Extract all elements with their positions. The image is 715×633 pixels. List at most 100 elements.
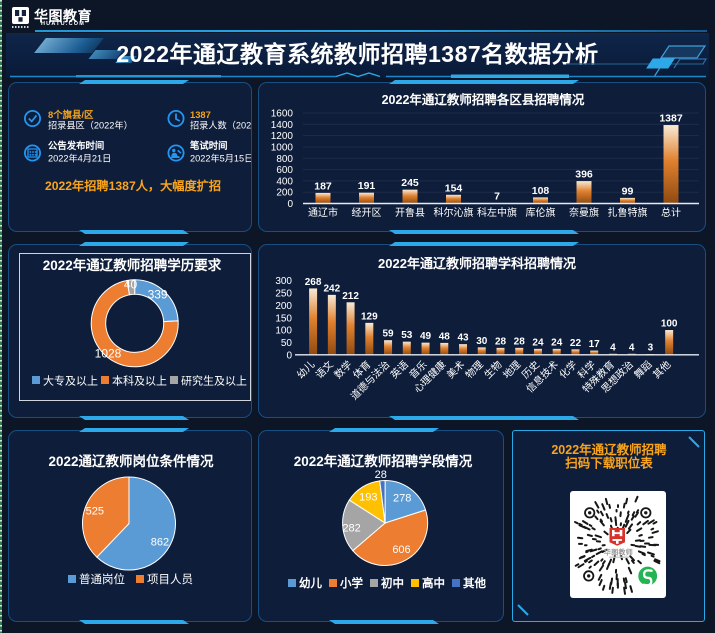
svg-text:100: 100: [661, 319, 678, 330]
svg-text:22: 22: [570, 338, 582, 349]
svg-text:招录县区（2022年）: 招录县区（2022年）: [48, 120, 133, 131]
svg-text:49: 49: [420, 331, 432, 342]
svg-text:数学: 数学: [331, 358, 354, 381]
svg-text:43: 43: [457, 333, 469, 344]
svg-text:17: 17: [589, 339, 601, 350]
svg-text:7: 7: [494, 191, 500, 203]
svg-text:1028: 1028: [95, 347, 122, 361]
svg-text:2022年4月21日: 2022年4月21日: [48, 153, 111, 164]
svg-text:278: 278: [393, 493, 411, 505]
svg-text:300: 300: [275, 276, 292, 287]
svg-text:美术: 美术: [444, 358, 467, 381]
svg-text:2022年通辽教师招聘: 2022年通辽教师招聘: [551, 442, 667, 457]
svg-text:2022年5月15日: 2022年5月15日: [190, 153, 251, 164]
svg-text:400: 400: [276, 176, 293, 187]
svg-text:3: 3: [648, 343, 654, 354]
svg-text:606: 606: [392, 544, 410, 556]
svg-text:2022年通辽教师招聘学科招聘情况: 2022年通辽教师招聘学科招聘情况: [378, 256, 576, 271]
svg-text:525: 525: [86, 506, 104, 518]
svg-text:2022年通辽教师招聘学段情况: 2022年通辽教师招聘学段情况: [294, 453, 473, 469]
svg-text:1387: 1387: [659, 113, 683, 125]
svg-text:1200: 1200: [271, 131, 294, 142]
svg-text:862: 862: [151, 537, 169, 549]
svg-text:化学: 化学: [556, 358, 579, 381]
svg-text:24: 24: [551, 337, 563, 348]
svg-text:48: 48: [439, 331, 451, 342]
svg-text:科左中旗: 科左中旗: [477, 206, 517, 219]
svg-text:本科及以上: 本科及以上: [112, 374, 167, 388]
svg-text:科尔沁旗: 科尔沁旗: [434, 206, 474, 219]
svg-text:53: 53: [401, 330, 413, 341]
svg-text:通辽市: 通辽市: [308, 206, 338, 219]
svg-text:200: 200: [275, 301, 292, 312]
svg-text:282: 282: [342, 523, 360, 535]
svg-text:物理: 物理: [463, 358, 486, 381]
svg-text:1400: 1400: [271, 120, 294, 131]
svg-text:语文: 语文: [313, 358, 336, 381]
svg-text:高中: 高中: [422, 576, 445, 590]
svg-text:0: 0: [287, 199, 293, 210]
svg-text:英语: 英语: [388, 358, 411, 381]
svg-text:扫码下载职位表: 扫码下载职位表: [565, 456, 653, 471]
svg-text:奈曼旗: 奈曼旗: [569, 206, 599, 219]
svg-text:4: 4: [629, 342, 635, 353]
svg-text:245: 245: [401, 177, 419, 189]
svg-text:开鲁县: 开鲁县: [395, 206, 425, 219]
svg-text:191: 191: [358, 180, 376, 192]
svg-text:笔试时间: 笔试时间: [190, 140, 228, 151]
svg-text:大专及以上: 大专及以上: [43, 374, 98, 388]
svg-text:193: 193: [359, 492, 377, 504]
svg-text:经开区: 经开区: [352, 206, 382, 219]
svg-text:212: 212: [342, 291, 359, 302]
svg-text:28: 28: [514, 336, 526, 347]
svg-text:其他: 其他: [463, 576, 486, 590]
svg-text:0: 0: [286, 350, 292, 361]
svg-text:800: 800: [276, 154, 293, 165]
svg-text:扎鲁特旗: 扎鲁特旗: [608, 206, 648, 219]
svg-text:150: 150: [275, 313, 292, 324]
svg-text:99: 99: [622, 185, 634, 197]
svg-text:28: 28: [375, 469, 387, 481]
svg-text:24: 24: [532, 337, 544, 348]
svg-text:154: 154: [445, 182, 463, 194]
svg-text:1000: 1000: [271, 142, 294, 153]
svg-text:4: 4: [610, 342, 616, 353]
svg-text:初中: 初中: [381, 576, 404, 590]
svg-text:项目人员: 项目人员: [147, 573, 193, 586]
svg-text:187: 187: [314, 180, 332, 192]
svg-text:8个旗县/区: 8个旗县/区: [48, 109, 94, 120]
svg-text:地理: 地理: [500, 358, 523, 381]
svg-text:华图教师: 华图教师: [604, 548, 633, 557]
svg-text:129: 129: [361, 311, 378, 322]
svg-text:研究生及以上: 研究生及以上: [181, 374, 247, 388]
svg-text:268: 268: [305, 277, 322, 288]
svg-text:108: 108: [532, 185, 550, 197]
svg-text:600: 600: [276, 165, 293, 176]
svg-text:库伦旗: 库伦旗: [526, 206, 556, 219]
svg-text:242: 242: [323, 283, 340, 294]
svg-text:40: 40: [124, 278, 138, 292]
svg-text:1600: 1600: [271, 109, 294, 120]
svg-text:幼儿: 幼儿: [294, 358, 317, 381]
svg-text:50: 50: [281, 338, 293, 349]
svg-text:59: 59: [382, 329, 394, 340]
svg-text:2022年通辽教师招聘学历要求: 2022年通辽教师招聘学历要求: [43, 257, 222, 273]
svg-text:公告发布时间: 公告发布时间: [48, 140, 104, 151]
svg-text:2022年通辽教师招聘各区县招聘情况: 2022年通辽教师招聘各区县招聘情况: [382, 92, 585, 107]
svg-text:2022年招聘1387人，大幅度扩招: 2022年招聘1387人，大幅度扩招: [45, 178, 221, 193]
svg-text:幼儿: 幼儿: [299, 576, 322, 590]
svg-text:普通岗位: 普通岗位: [79, 572, 125, 586]
svg-text:200: 200: [276, 188, 293, 199]
svg-text:总计: 总计: [661, 206, 681, 219]
svg-text:舞蹈: 舞蹈: [632, 359, 655, 382]
svg-text:250: 250: [275, 288, 292, 299]
svg-text:小学: 小学: [339, 576, 363, 590]
svg-text:生物: 生物: [481, 358, 504, 381]
svg-text:396: 396: [575, 169, 593, 181]
svg-text:100: 100: [275, 326, 292, 337]
svg-text:30: 30: [476, 336, 488, 347]
svg-text:2022通辽教师岗位条件情况: 2022通辽教师岗位条件情况: [48, 453, 214, 469]
svg-text:招录人数（2022年）: 招录人数（2022年）: [190, 120, 251, 131]
svg-text:339: 339: [148, 288, 168, 302]
svg-text:其他: 其他: [650, 358, 673, 381]
